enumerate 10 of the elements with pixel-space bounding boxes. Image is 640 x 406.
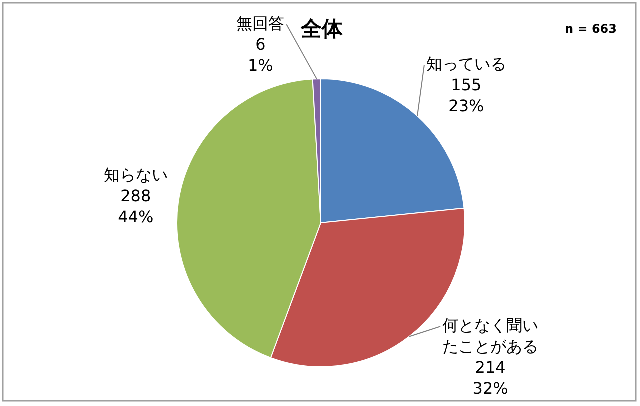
text: n = 663 [564, 22, 617, 36]
slice-label: 無回答 [236, 14, 285, 33]
chart-title: 全体 [300, 17, 344, 41]
slice-label: 何となく聞いたことがある [442, 316, 539, 356]
slice-label: 知らない [104, 165, 168, 184]
data-label: 214 32% [472, 358, 508, 398]
data-label: 288 44% [118, 186, 154, 226]
slice-label: 知っている [426, 54, 506, 74]
data-label: 155 23% [448, 75, 484, 116]
data-label: 6 1% [248, 34, 274, 75]
